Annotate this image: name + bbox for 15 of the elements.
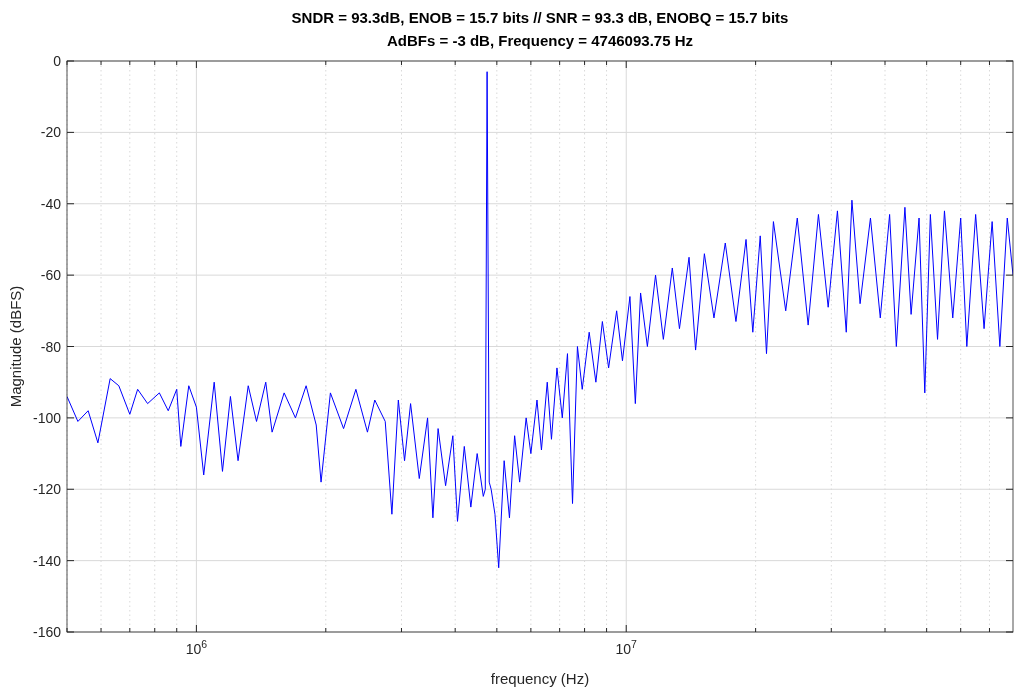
y-axis-title: Magnitude (dBFS): [7, 285, 24, 408]
x-tick-label: 10$^{7}$: [615, 638, 638, 657]
y-tick-label: -120: [32, 481, 62, 498]
y-tick-label: -20: [40, 124, 62, 141]
chart-title: SNDR = 93.3dB, ENOB = 15.7 bits // SNR = 93.3 dB, ENOBQ = 15.7 bits: [291, 9, 789, 26]
y-tick-label: -100: [32, 409, 62, 426]
y-tick-label: 0: [53, 53, 62, 69]
y-tick-label: -80: [40, 338, 62, 355]
x-axis-title: frequency (Hz): [490, 670, 590, 687]
x-tick-label: 10$^{6}$: [185, 638, 208, 657]
y-tick-label: -60: [40, 267, 62, 284]
y-tick-label: -40: [40, 195, 62, 212]
chart-subtitle: AdBFs = -3 dB, Frequency = 4746093.75 Hz: [387, 32, 693, 49]
y-tick-label: -140: [32, 552, 62, 569]
y-tick-label: -160: [32, 624, 62, 640]
